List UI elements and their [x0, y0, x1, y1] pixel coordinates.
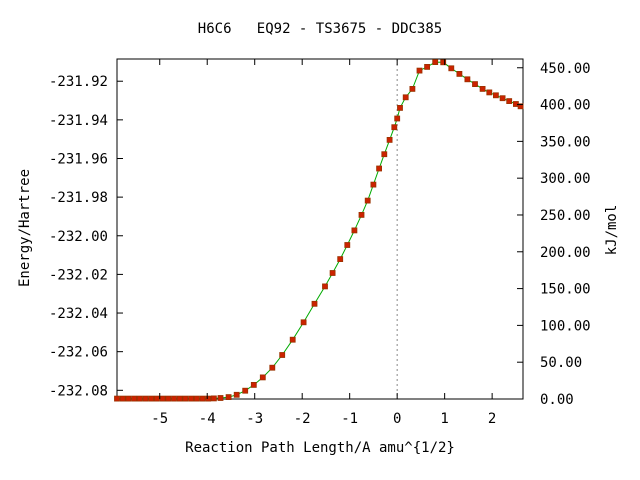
data-point	[119, 395, 126, 402]
x-tick-label: -1	[341, 411, 358, 427]
data-point	[322, 283, 328, 290]
plot-border	[116, 58, 524, 400]
data-point	[217, 395, 224, 401]
y-axis-label: Energy/Hartree	[17, 169, 33, 287]
data-point	[364, 197, 371, 204]
data-point	[259, 374, 266, 381]
data-point	[381, 151, 388, 158]
data-point	[269, 364, 276, 371]
data-point	[210, 395, 217, 402]
data-point	[486, 89, 493, 96]
y2-tick-label: 350.00	[540, 134, 591, 150]
x-tick-label: 1	[440, 411, 448, 427]
x-tick-label: -4	[199, 411, 216, 427]
data-point	[153, 395, 160, 402]
data-point	[391, 124, 398, 131]
markers-group	[114, 59, 524, 402]
chart-title: H6C6 EQ92 - TS3675 - DDC385	[198, 21, 442, 37]
y2-tick-label: 200.00	[540, 245, 591, 261]
data-point	[250, 381, 257, 388]
y-tick-label: -232.04	[49, 306, 108, 322]
data-point	[456, 71, 463, 77]
x-tick-label: 0	[393, 411, 401, 427]
data-point	[171, 395, 177, 402]
data-point	[136, 395, 143, 402]
data-point	[188, 395, 195, 402]
data-point	[351, 227, 358, 234]
data-point	[376, 165, 383, 172]
data-point	[114, 395, 120, 402]
data-point	[386, 136, 393, 143]
data-point	[165, 395, 172, 402]
y2-tick-label: 0.00	[540, 392, 574, 408]
data-point	[358, 211, 365, 218]
data-point	[289, 336, 296, 343]
x-tick-label: -5	[151, 411, 168, 427]
y2-tick-label: 450.00	[540, 61, 591, 77]
data-point	[464, 76, 471, 83]
y-tick-label: -231.94	[49, 113, 108, 129]
data-point	[199, 395, 206, 402]
data-point	[448, 65, 455, 72]
y2-tick-label: 400.00	[540, 98, 591, 114]
data-point	[142, 395, 149, 402]
data-point	[499, 95, 506, 102]
data-point	[409, 86, 416, 92]
data-point	[506, 98, 513, 104]
y-tick-label: -231.96	[49, 151, 108, 167]
data-point	[311, 300, 318, 307]
data-point	[242, 387, 249, 394]
x-tick-label: -2	[294, 411, 311, 427]
data-point	[300, 319, 307, 326]
data-point	[279, 352, 286, 358]
data-point	[517, 103, 524, 110]
data-point	[225, 394, 232, 401]
data-point	[205, 395, 212, 402]
y2-tick-label: 250.00	[540, 208, 591, 224]
x-tick-label: -3	[246, 411, 263, 427]
data-point	[416, 67, 423, 74]
plot-frame	[116, 58, 524, 400]
y-tick-label: -231.98	[49, 190, 108, 206]
data-point	[182, 395, 189, 402]
data-point	[125, 395, 132, 402]
data-point	[329, 270, 336, 276]
data-point	[233, 391, 240, 398]
data-point	[148, 395, 155, 402]
y2-axis-label: kJ/mol	[604, 205, 620, 256]
data-point	[424, 64, 431, 70]
data-point	[131, 395, 138, 402]
y-tick-label: -232.02	[49, 267, 108, 283]
y2-tick-label: 150.00	[540, 282, 591, 298]
data-point	[344, 242, 351, 248]
data-point	[370, 181, 377, 188]
y-tick-label: -232.00	[49, 229, 108, 245]
y2-tick-label: 300.00	[540, 171, 591, 187]
data-point	[402, 94, 409, 101]
series-group	[117, 61, 521, 400]
series-line	[117, 61, 521, 400]
y-tick-label: -231.92	[49, 74, 108, 90]
data-point	[472, 81, 478, 87]
data-point	[479, 86, 486, 92]
data-point	[176, 395, 183, 402]
data-point	[513, 101, 519, 107]
data-point	[440, 59, 447, 66]
data-point	[193, 395, 200, 402]
axes-group: -5 -4 -3 -2 -1 0 1 2 -231.92 -231.94 -231.96 -231.9…	[49, 59, 591, 427]
y-tick-label: -232.08	[49, 383, 108, 399]
data-point	[397, 105, 403, 111]
data-point	[159, 395, 166, 402]
y2-tick-label: 50.00	[540, 355, 582, 371]
data-point	[337, 256, 344, 263]
y2-tick-label: 100.00	[540, 318, 591, 334]
data-point	[432, 59, 439, 65]
data-point	[394, 115, 401, 122]
y-tick-label: -232.06	[49, 345, 108, 361]
data-point	[492, 92, 499, 99]
x-tick-label: 2	[488, 411, 496, 427]
x-axis-label: Reaction Path Length/A amu^{1/2}	[185, 440, 455, 456]
